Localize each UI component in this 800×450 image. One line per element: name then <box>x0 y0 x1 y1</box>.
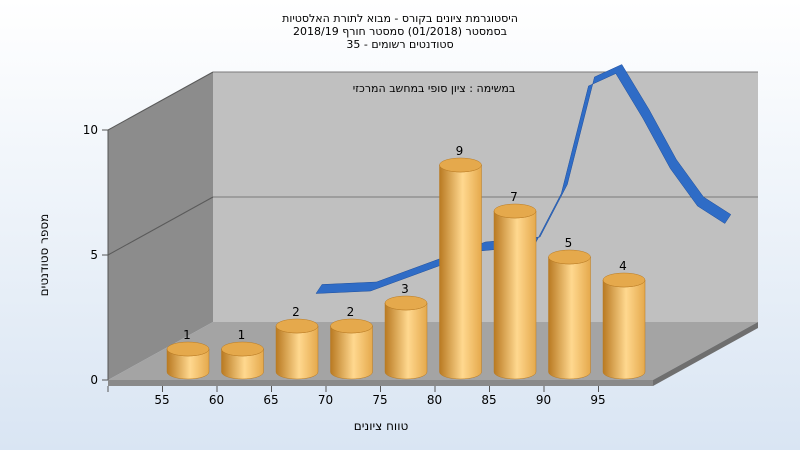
gridline-side-1 <box>107 196 214 256</box>
y-tick-label-2: 10 <box>83 123 98 137</box>
bar-value-label-65: 2 <box>292 305 300 319</box>
x-tick-label-8: 95 <box>590 393 605 407</box>
bar-body-65 <box>275 325 319 380</box>
bar-body-90 <box>548 256 591 380</box>
bar-value-label-80: 9 <box>456 144 464 158</box>
bar-95: 4 <box>602 259 646 380</box>
bar-top-75 <box>384 295 428 311</box>
x-tick-label-0: 55 <box>154 393 169 407</box>
bar-top-60 <box>221 341 264 357</box>
floor-front-edge <box>108 380 653 386</box>
bar-top-90 <box>548 249 591 265</box>
bar-body-70 <box>330 325 373 380</box>
bar-body-80 <box>439 164 482 380</box>
bar-85: 7 <box>493 190 537 380</box>
bar-value-label-60: 1 <box>238 328 246 342</box>
chart-subtitle: במשימה : ציון סופי במחשב המרכזי <box>353 82 516 95</box>
bar-top-65 <box>275 318 319 334</box>
bar-body-95 <box>602 279 646 380</box>
chart-title-line-1: היסטוגרמת ציונים בקורס - מבוא לתורת האלס… <box>282 12 518 25</box>
bar-60: 1 <box>221 328 264 380</box>
gridline-side-2 <box>107 71 214 131</box>
bar-75: 3 <box>384 282 428 380</box>
bar-value-label-95: 4 <box>619 259 627 273</box>
bar-70: 2 <box>330 305 373 380</box>
x-tick-label-7: 90 <box>536 393 551 407</box>
bar-top-85 <box>493 203 537 219</box>
y-tick-label-1: 5 <box>90 248 98 262</box>
bar-65: 2 <box>275 305 319 380</box>
x-tick-label-1: 60 <box>209 393 224 407</box>
bar-top-55 <box>166 341 210 357</box>
bar-value-label-70: 2 <box>347 305 355 319</box>
bar-value-label-90: 5 <box>565 236 573 250</box>
bar-top-95 <box>602 272 646 288</box>
x-axis-title: טווח ציונים <box>354 419 409 433</box>
x-tick-label-2: 65 <box>263 393 278 407</box>
x-tick-label-6: 85 <box>481 393 496 407</box>
bar-value-label-85: 7 <box>510 190 518 204</box>
y-tick-label-0: 0 <box>90 373 98 387</box>
bar-top-70 <box>330 318 373 334</box>
bar-80: 9 <box>439 144 482 380</box>
x-tick-label-5: 80 <box>427 393 442 407</box>
bar-body-85 <box>493 210 537 380</box>
chart-title-line-3: סטודנטים רשומים - 35 <box>346 38 454 51</box>
x-tick-label-3: 70 <box>318 393 333 407</box>
bar-90: 5 <box>548 236 591 380</box>
chart-title-line-2: בסמסטר (01/2018) סמסטר חורף 2018/19 <box>293 25 507 38</box>
y-axis-title: מספר סטודנטים <box>37 214 51 297</box>
bar-value-label-55: 1 <box>183 328 191 342</box>
bar-body-75 <box>384 302 428 380</box>
x-tick-label-4: 75 <box>372 393 387 407</box>
bar-value-label-75: 3 <box>401 282 409 296</box>
bar-top-80 <box>439 157 482 173</box>
floor <box>108 322 758 380</box>
bar-55: 1 <box>166 328 210 380</box>
floor-right-edge <box>653 322 758 386</box>
